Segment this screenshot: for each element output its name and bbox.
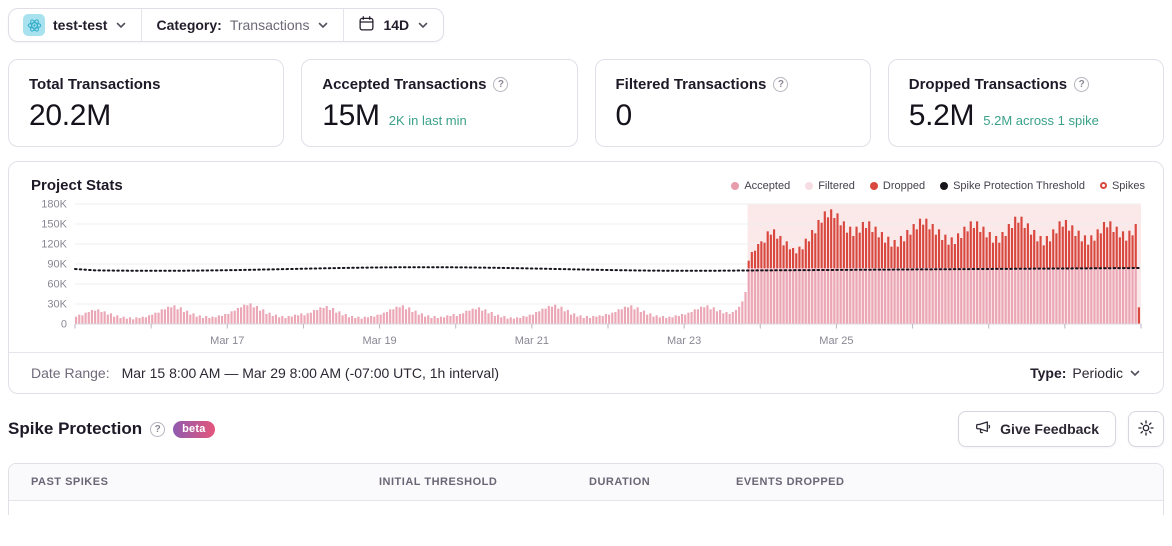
chevron-down-icon	[417, 19, 429, 31]
legend-dot-icon	[869, 181, 878, 190]
spike-protection-header: Spike Protection ? beta Give Feedback	[8, 411, 1164, 447]
calendar-icon	[358, 15, 375, 35]
svg-text:Mar 17: Mar 17	[210, 335, 244, 347]
chevron-down-icon	[317, 19, 329, 31]
svg-text:Mar 19: Mar 19	[362, 335, 396, 347]
stat-cards-row: Total Transactions 20.2M Accepted Transa…	[8, 59, 1164, 147]
gear-icon	[1137, 419, 1155, 440]
type-selector[interactable]: Type: Periodic	[1030, 365, 1141, 381]
date-period-selector[interactable]: 14D	[344, 9, 443, 41]
divider	[141, 9, 143, 41]
section-title: Spike Protection	[8, 419, 143, 438]
column-header-initial-threshold: Initial Threshold	[379, 476, 498, 488]
category-label: Category:	[156, 17, 222, 33]
svg-text:90K: 90K	[47, 259, 67, 271]
legend-spikes[interactable]: Spikes	[1099, 180, 1145, 192]
period-value: 14D	[383, 17, 410, 33]
legend-accepted[interactable]: Accepted	[731, 180, 790, 192]
legend-filtered[interactable]: Filtered	[805, 180, 855, 192]
category-value: Transactions	[229, 17, 310, 33]
svg-text:Mar 21: Mar 21	[515, 335, 549, 347]
legend-ring-icon	[1099, 182, 1107, 189]
legend-dot-icon	[940, 181, 949, 190]
help-icon[interactable]: ?	[1074, 77, 1090, 92]
help-icon[interactable]: ?	[493, 77, 509, 92]
type-label: Type:	[1030, 365, 1067, 381]
svg-text:30K: 30K	[47, 299, 67, 311]
table-row	[9, 501, 1163, 515]
settings-button[interactable]	[1128, 411, 1164, 447]
give-feedback-button[interactable]: Give Feedback	[958, 411, 1116, 447]
card-title: Accepted Transactions ?	[322, 76, 556, 93]
help-icon[interactable]: ?	[773, 77, 789, 92]
chart-legend: Accepted Filtered Dropped Spike Protecti…	[731, 180, 1145, 192]
card-accepted-transactions: Accepted Transactions ? 15M 2K in last m…	[301, 59, 578, 147]
page: test-test Category: Transactions	[8, 8, 1164, 515]
card-subtitle: 5.2M across 1 spike	[983, 113, 1099, 128]
chart-title: Project Stats	[31, 177, 123, 194]
help-icon[interactable]: ?	[150, 421, 166, 437]
card-value: 15M	[322, 99, 380, 132]
card-dropped-transactions: Dropped Transactions ? 5.2M 5.2M across …	[887, 59, 1164, 147]
card-total-transactions: Total Transactions 20.2M	[8, 59, 285, 147]
date-range-value: Mar 15 8:00 AM — Mar 29 8:00 AM (-07:00 …	[121, 365, 499, 381]
past-spikes-table: Past Spikes Initial Threshold Duration E…	[8, 463, 1164, 515]
column-header-past-spikes: Past Spikes	[31, 476, 109, 488]
card-subtitle: 2K in last min	[388, 113, 467, 128]
card-value: 5.2M	[908, 99, 975, 132]
card-title: Total Transactions	[29, 76, 161, 93]
project-name: test-test	[53, 17, 108, 33]
svg-text:180K: 180K	[41, 200, 67, 211]
legend-dot-icon	[731, 181, 740, 190]
svg-text:150K: 150K	[41, 219, 67, 231]
svg-text:Mar 25: Mar 25	[819, 335, 853, 347]
project-selector[interactable]: test-test	[9, 9, 141, 41]
category-selector[interactable]: Category: Transactions	[142, 9, 343, 41]
card-title: Dropped Transactions ?	[909, 76, 1143, 93]
svg-text:60K: 60K	[47, 279, 67, 291]
date-range-label: Date Range:	[31, 365, 110, 381]
svg-text:0: 0	[61, 319, 67, 331]
card-value: 0	[615, 99, 633, 132]
project-platform-icon	[23, 14, 45, 36]
column-header-events-dropped: Events Dropped	[736, 476, 845, 488]
project-stats-card: Project Stats Accepted Filtered Dropped …	[8, 161, 1164, 394]
svg-text:Mar 23: Mar 23	[667, 335, 701, 347]
card-filtered-transactions: Filtered Transactions ? 0	[594, 59, 871, 147]
give-feedback-label: Give Feedback	[1000, 421, 1099, 437]
card-value: 20.2M	[29, 99, 111, 132]
svg-text:120K: 120K	[41, 239, 67, 251]
filter-bar: test-test Category: Transactions	[8, 8, 445, 42]
table-header-row: Past Spikes Initial Threshold Duration E…	[9, 464, 1163, 501]
chart-footer: Date Range: Mar 15 8:00 AM — Mar 29 8:00…	[9, 352, 1163, 393]
beta-badge: beta	[173, 420, 215, 438]
chevron-down-icon	[1129, 367, 1141, 379]
project-stats-chart[interactable]: 0 30K 60K 90K 120K 150K 180K Mar 17 Mar 19 Mar 21…	[23, 200, 1147, 352]
chevron-down-icon	[115, 19, 127, 31]
card-title: Filtered Transactions ?	[616, 76, 850, 93]
megaphone-icon	[975, 419, 992, 439]
divider	[343, 9, 345, 41]
legend-dot-icon	[805, 181, 814, 190]
column-header-duration: Duration	[589, 476, 651, 488]
legend-dropped[interactable]: Dropped	[869, 180, 925, 192]
legend-threshold[interactable]: Spike Protection Threshold	[940, 180, 1085, 192]
type-value: Periodic	[1072, 365, 1123, 381]
